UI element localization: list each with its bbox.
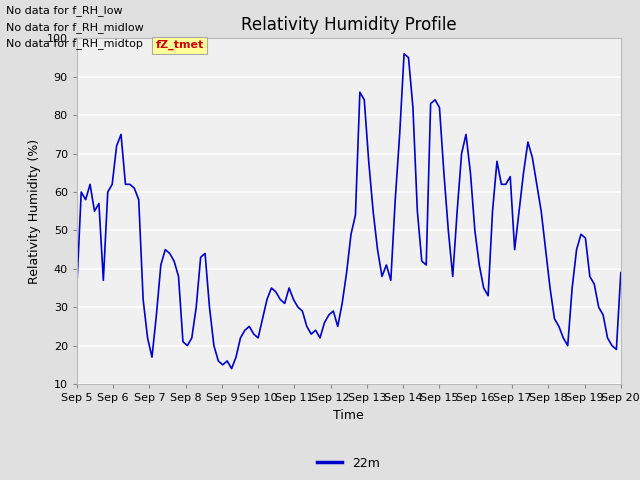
Text: No data for f_RH_midlow: No data for f_RH_midlow	[6, 22, 144, 33]
Legend: 22m: 22m	[312, 452, 385, 475]
Y-axis label: Relativity Humidity (%): Relativity Humidity (%)	[28, 139, 41, 284]
Text: fZ_tmet: fZ_tmet	[156, 40, 204, 50]
X-axis label: Time: Time	[333, 408, 364, 421]
Title: Relativity Humidity Profile: Relativity Humidity Profile	[241, 16, 456, 34]
Text: No data for f_RH_low: No data for f_RH_low	[6, 5, 123, 16]
Text: No data for f_RH_midtop: No data for f_RH_midtop	[6, 38, 143, 49]
